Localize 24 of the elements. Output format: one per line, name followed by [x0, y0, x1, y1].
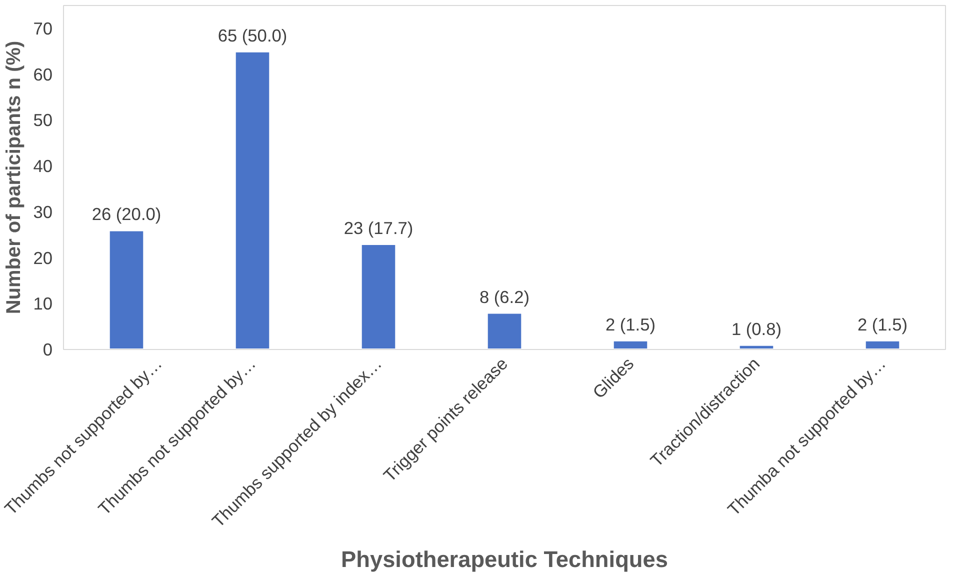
data-label: 2 (1.5): [605, 314, 656, 334]
y-tick-label: 30: [33, 202, 53, 222]
bar: [486, 312, 524, 350]
y-tick-label: 40: [33, 156, 53, 176]
bar: [612, 339, 650, 350]
data-label: 2 (1.5): [857, 314, 908, 334]
y-tick-label: 50: [33, 110, 53, 130]
bar: [864, 339, 902, 350]
bar: [360, 243, 398, 350]
bar: [108, 229, 146, 350]
bar: [234, 50, 272, 350]
data-label: 26 (20.0): [92, 204, 162, 224]
y-tick-label: 20: [33, 248, 53, 268]
y-tick-label: 70: [33, 18, 53, 38]
y-tick-label: 0: [42, 340, 53, 360]
y-tick-label: 10: [33, 294, 53, 314]
bar: [738, 344, 776, 350]
data-label: 23 (17.7): [344, 218, 414, 238]
data-label: 65 (50.0): [218, 25, 288, 46]
y-axis-title: Number of participants n (%): [3, 40, 26, 314]
data-label: 8 (6.2): [479, 286, 530, 307]
x-axis-title: Physiotherapeutic Techniques: [341, 546, 668, 572]
data-label: 1 (0.8): [731, 318, 782, 339]
y-tick-label: 60: [33, 64, 53, 84]
